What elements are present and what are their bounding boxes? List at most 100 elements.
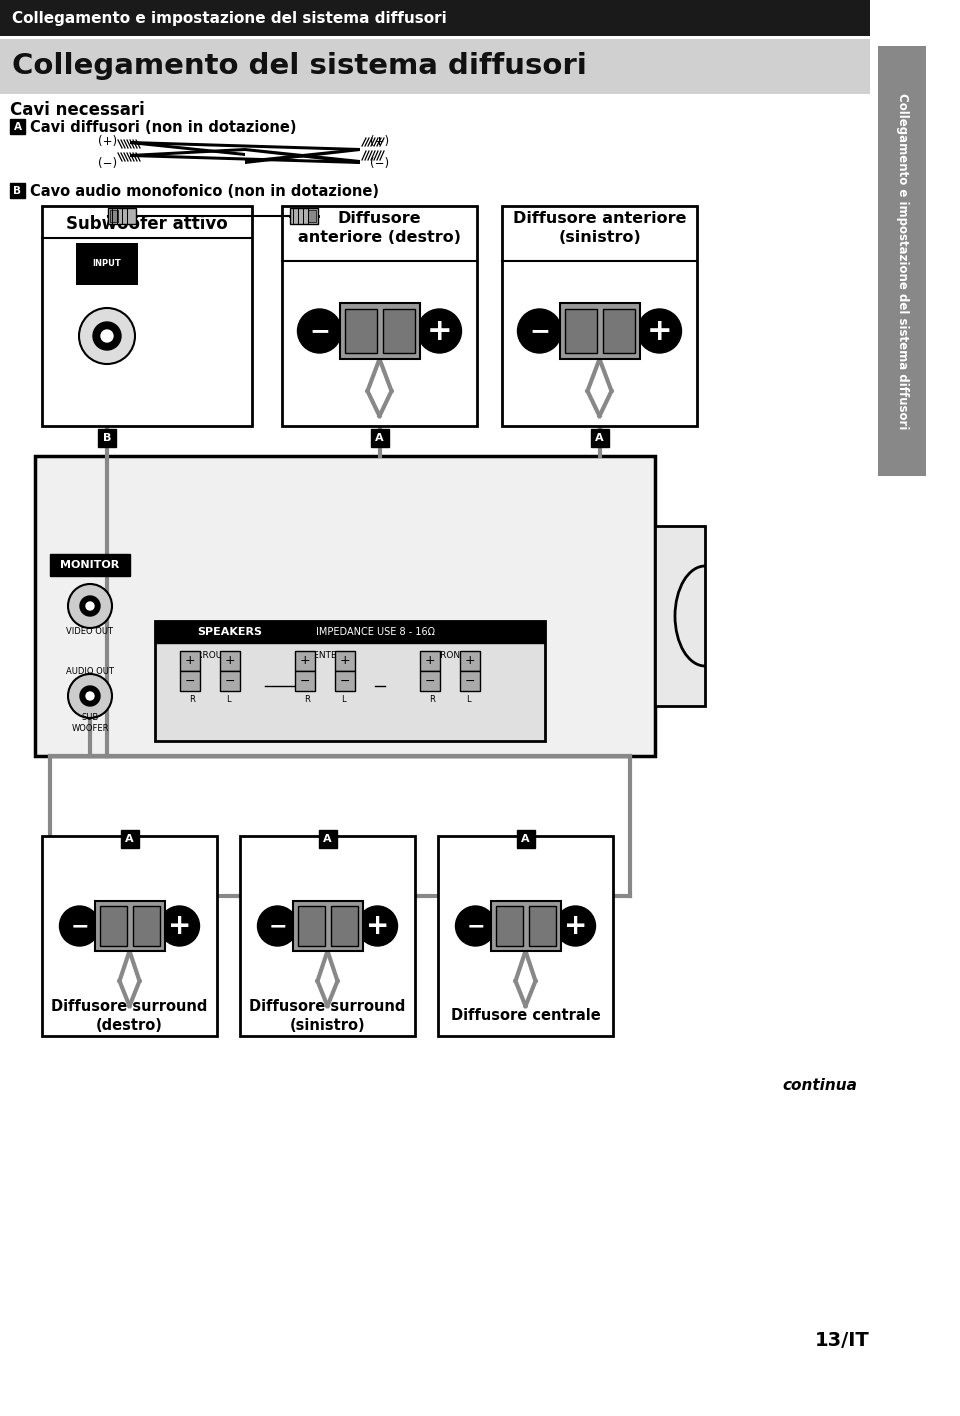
Bar xyxy=(371,429,389,447)
Bar xyxy=(108,208,136,224)
Bar xyxy=(42,205,252,426)
Text: SUB
WOOFER: SUB WOOFER xyxy=(71,714,108,732)
Bar xyxy=(293,901,363,952)
Text: −: − xyxy=(529,319,550,343)
Bar xyxy=(0,0,870,35)
Bar xyxy=(590,429,609,447)
Text: −: − xyxy=(300,674,310,688)
Text: −: − xyxy=(424,674,435,688)
Bar xyxy=(240,835,415,1037)
Circle shape xyxy=(418,309,462,353)
Text: Diffusore centrale: Diffusore centrale xyxy=(450,1008,600,1024)
Bar xyxy=(180,651,200,671)
Text: +: + xyxy=(647,317,672,346)
Text: A: A xyxy=(324,834,332,844)
Bar xyxy=(345,309,376,353)
Bar xyxy=(495,906,522,946)
Bar xyxy=(0,40,870,93)
Text: +: + xyxy=(168,912,191,940)
Text: Collegamento e impostazione del sistema diffusori: Collegamento e impostazione del sistema … xyxy=(896,93,908,429)
Bar xyxy=(10,119,25,135)
Bar xyxy=(491,901,561,952)
Bar xyxy=(110,210,118,222)
Text: Cavi necessari: Cavi necessari xyxy=(10,101,145,119)
Text: FRONT: FRONT xyxy=(435,651,466,660)
Text: (+): (+) xyxy=(370,136,389,149)
Text: L: L xyxy=(226,694,230,704)
Bar xyxy=(290,208,318,224)
Bar xyxy=(282,205,477,426)
Text: Diffusore surround
(destro): Diffusore surround (destro) xyxy=(51,1000,207,1032)
Bar xyxy=(655,525,705,707)
Polygon shape xyxy=(130,149,245,157)
Text: INPUT: INPUT xyxy=(92,259,121,269)
Circle shape xyxy=(79,309,135,364)
Text: L: L xyxy=(341,694,346,704)
Text: +: + xyxy=(426,317,452,346)
Circle shape xyxy=(86,602,94,610)
Circle shape xyxy=(637,309,682,353)
Circle shape xyxy=(80,685,100,707)
Text: SURROUND: SURROUND xyxy=(184,651,236,660)
Text: A: A xyxy=(521,834,530,844)
Bar xyxy=(132,906,159,946)
Text: continua: continua xyxy=(782,1079,857,1093)
Text: +: + xyxy=(424,654,435,667)
Text: −: − xyxy=(467,916,485,936)
Text: +: + xyxy=(465,654,475,667)
Text: Nero: Nero xyxy=(340,210,372,222)
Text: Diffusore
anteriore (destro): Diffusore anteriore (destro) xyxy=(298,211,461,245)
Bar xyxy=(98,429,116,447)
Bar xyxy=(502,205,697,426)
Circle shape xyxy=(68,674,112,718)
Text: −: − xyxy=(465,674,475,688)
Text: AUDIO OUT: AUDIO OUT xyxy=(66,667,114,675)
Text: +: + xyxy=(564,912,588,940)
Bar xyxy=(94,901,164,952)
Text: Diffusore surround
(sinistro): Diffusore surround (sinistro) xyxy=(250,1000,406,1032)
Polygon shape xyxy=(245,149,360,164)
Circle shape xyxy=(298,309,342,353)
Text: R: R xyxy=(429,694,435,704)
Text: R: R xyxy=(304,694,310,704)
Text: −: − xyxy=(309,319,330,343)
Text: +: + xyxy=(300,654,310,667)
Text: +: + xyxy=(366,912,389,940)
Text: Collegamento del sistema diffusori: Collegamento del sistema diffusori xyxy=(12,52,587,79)
Text: Subwoofer attivo: Subwoofer attivo xyxy=(66,215,228,234)
Bar xyxy=(420,671,440,691)
Circle shape xyxy=(68,583,112,629)
Circle shape xyxy=(357,906,397,946)
Text: (−): (−) xyxy=(98,157,117,170)
Bar xyxy=(603,309,635,353)
Bar xyxy=(564,309,596,353)
Bar xyxy=(335,671,355,691)
Bar xyxy=(516,830,535,848)
Bar xyxy=(319,830,337,848)
Text: Diffusore anteriore
(sinistro): Diffusore anteriore (sinistro) xyxy=(513,211,686,245)
Bar xyxy=(180,671,200,691)
Circle shape xyxy=(60,906,100,946)
Bar xyxy=(100,906,127,946)
Bar xyxy=(420,651,440,671)
Bar xyxy=(155,622,545,643)
Circle shape xyxy=(556,906,595,946)
Text: 13/IT: 13/IT xyxy=(815,1331,870,1351)
Bar xyxy=(460,651,480,671)
Text: B: B xyxy=(13,185,21,195)
Bar xyxy=(50,554,130,576)
Bar xyxy=(529,906,556,946)
Bar xyxy=(335,651,355,671)
Bar xyxy=(155,622,545,741)
Circle shape xyxy=(86,692,94,700)
Bar xyxy=(295,671,315,691)
Circle shape xyxy=(517,309,562,353)
Circle shape xyxy=(455,906,495,946)
Text: R: R xyxy=(189,694,195,704)
Bar xyxy=(460,671,480,691)
Text: −: − xyxy=(70,916,89,936)
Text: SPEAKERS: SPEAKERS xyxy=(198,627,262,637)
Text: A: A xyxy=(595,433,604,443)
Text: A: A xyxy=(13,122,21,132)
Text: −: − xyxy=(268,916,287,936)
